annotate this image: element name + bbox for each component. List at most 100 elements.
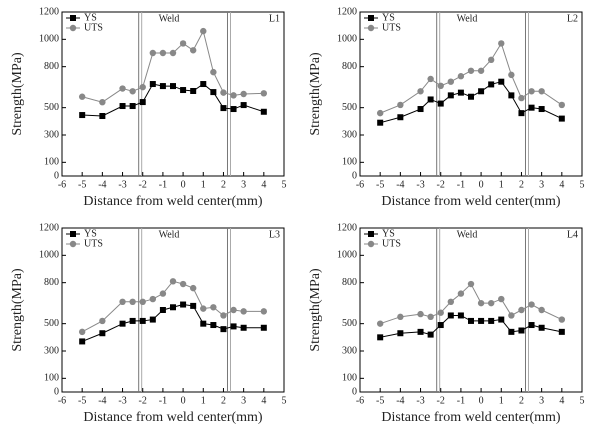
uts-marker bbox=[139, 298, 146, 305]
x-tick-label: 4 bbox=[559, 395, 564, 406]
series-line bbox=[380, 314, 562, 338]
y-tick-label: 300 bbox=[44, 129, 59, 140]
uts-marker bbox=[397, 313, 404, 321]
x-tick-label: 5 bbox=[282, 395, 287, 406]
uts-marker bbox=[129, 298, 136, 305]
panel-label: L3 bbox=[269, 229, 280, 240]
ys-marker bbox=[200, 320, 207, 327]
uts-marker bbox=[538, 88, 545, 95]
y-tick-label: 1200 bbox=[337, 222, 357, 233]
uts-marker bbox=[437, 309, 444, 316]
uts-marker bbox=[518, 94, 525, 102]
x-tick-label: -2 bbox=[437, 179, 445, 190]
ys-marker bbox=[260, 324, 267, 331]
series-line bbox=[82, 29, 264, 103]
uts-marker bbox=[498, 295, 505, 303]
ys-marker bbox=[558, 115, 565, 122]
y-tick-label: 0 bbox=[352, 170, 357, 181]
ys-marker bbox=[397, 114, 404, 121]
y-tick-label: 1200 bbox=[39, 222, 59, 233]
x-tick-label: 0 bbox=[181, 179, 186, 190]
uts-marker bbox=[427, 313, 434, 321]
ys-marker bbox=[558, 328, 565, 335]
uts-marker bbox=[467, 67, 475, 74]
panel-label: L4 bbox=[567, 229, 578, 240]
weld-label: Weld bbox=[457, 13, 478, 24]
x-tick-label: -1 bbox=[159, 395, 167, 406]
uts-marker bbox=[477, 67, 485, 74]
uts-marker bbox=[159, 290, 167, 297]
uts-marker bbox=[149, 295, 157, 303]
plot-frame bbox=[359, 227, 583, 393]
ys-marker bbox=[508, 328, 515, 335]
x-tick-label: 3 bbox=[539, 395, 544, 406]
uts-marker bbox=[240, 90, 247, 98]
ys-marker bbox=[528, 322, 535, 329]
y-tick-label: 0 bbox=[54, 386, 59, 397]
legend-marker bbox=[367, 240, 375, 248]
x-tick-label: -1 bbox=[457, 179, 465, 190]
uts-marker bbox=[508, 312, 515, 319]
x-tick-label: -6 bbox=[58, 179, 66, 190]
x-tick-label: 3 bbox=[241, 179, 246, 190]
ys-marker bbox=[79, 112, 86, 119]
ys-marker bbox=[180, 301, 187, 308]
uts-marker bbox=[417, 310, 424, 318]
uts-marker bbox=[99, 99, 106, 106]
ys-marker bbox=[170, 304, 176, 311]
ys-marker bbox=[447, 92, 454, 99]
uts-marker bbox=[78, 93, 86, 100]
legend-marker bbox=[368, 231, 374, 237]
uts-marker bbox=[457, 73, 465, 80]
ys-marker bbox=[190, 87, 197, 94]
y-tick-label: 100 bbox=[44, 373, 59, 384]
legend-label: YS bbox=[84, 12, 97, 23]
x-tick-label: 2 bbox=[519, 395, 524, 406]
x-tick-label: 1 bbox=[201, 179, 206, 190]
x-tick-label: -4 bbox=[98, 179, 106, 190]
ys-marker bbox=[129, 317, 136, 324]
uts-marker bbox=[129, 88, 136, 95]
x-tick-label: -5 bbox=[376, 395, 384, 406]
y-tick-label: 1000 bbox=[39, 34, 59, 45]
uts-marker bbox=[210, 304, 217, 311]
weld-label: Weld bbox=[457, 229, 478, 240]
legend-marker bbox=[367, 24, 375, 32]
ys-marker bbox=[99, 330, 106, 337]
x-tick-label: -4 bbox=[396, 179, 404, 190]
y-tick-label: 100 bbox=[44, 157, 59, 168]
ys-marker bbox=[119, 320, 126, 327]
x-tick-label: -5 bbox=[376, 179, 384, 190]
uts-marker bbox=[447, 298, 455, 305]
x-tick-label: -4 bbox=[98, 395, 106, 406]
plot-frame bbox=[61, 11, 285, 177]
ys-marker bbox=[468, 93, 474, 100]
ys-marker bbox=[457, 89, 464, 96]
uts-marker bbox=[119, 85, 126, 92]
x-tick-label: 3 bbox=[241, 395, 246, 406]
y-tick-label: 1000 bbox=[337, 250, 357, 261]
x-axis-label: Distance from weld center(mm) bbox=[381, 194, 561, 209]
uts-marker bbox=[558, 101, 566, 109]
x-axis-label: Distance from weld center(mm) bbox=[381, 410, 561, 425]
y-tick-label: 800 bbox=[342, 277, 357, 288]
series-line bbox=[380, 81, 563, 124]
x-tick-label: -3 bbox=[118, 179, 126, 190]
uts-marker bbox=[260, 308, 268, 315]
ys-marker bbox=[518, 327, 525, 334]
uts-marker bbox=[159, 49, 167, 57]
legend-label: YS bbox=[84, 228, 97, 239]
uts-marker bbox=[487, 56, 495, 64]
uts-marker bbox=[528, 301, 535, 308]
ys-marker bbox=[210, 89, 217, 96]
ys-marker bbox=[79, 338, 86, 345]
ys-marker bbox=[427, 331, 434, 338]
uts-marker bbox=[78, 328, 86, 336]
uts-marker bbox=[487, 299, 495, 307]
x-tick-label: -3 bbox=[416, 179, 424, 190]
ys-marker bbox=[518, 110, 525, 117]
y-tick-label: 0 bbox=[54, 170, 59, 181]
uts-marker bbox=[230, 306, 237, 314]
plot-frame bbox=[359, 11, 583, 177]
uts-marker bbox=[376, 320, 384, 327]
